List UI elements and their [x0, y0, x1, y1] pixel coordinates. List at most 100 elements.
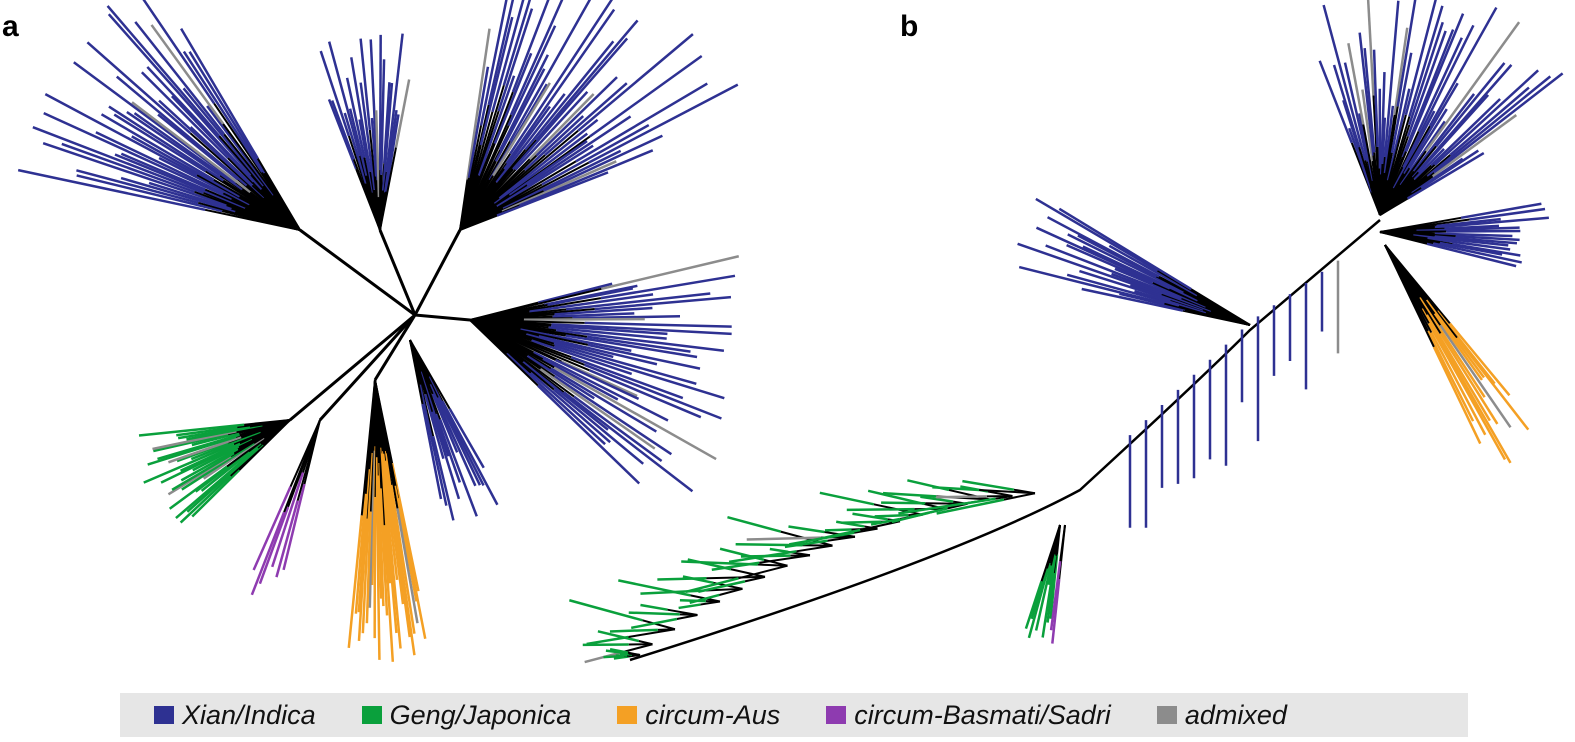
branch	[413, 229, 462, 316]
branch	[507, 25, 557, 127]
branch	[383, 82, 391, 164]
branch	[1430, 332, 1487, 436]
branch	[120, 176, 236, 213]
branch	[508, 140, 588, 197]
branch	[157, 433, 240, 461]
branch	[1413, 147, 1445, 181]
branch	[1425, 21, 1521, 152]
branch	[1049, 561, 1062, 631]
branch	[368, 450, 375, 608]
branch	[881, 501, 926, 505]
branch	[1432, 346, 1482, 445]
branch	[514, 90, 589, 171]
branch	[1432, 114, 1518, 178]
branch	[1347, 43, 1365, 125]
branch	[1034, 565, 1053, 631]
branch	[168, 465, 228, 510]
branch	[131, 135, 241, 198]
branch	[1460, 202, 1542, 220]
branch	[530, 372, 611, 444]
branch	[796, 544, 833, 553]
branch	[189, 126, 254, 187]
branch	[459, 214, 498, 231]
branch	[524, 40, 615, 151]
branch	[1040, 524, 1061, 582]
branch	[370, 117, 378, 177]
branch	[192, 445, 240, 472]
branch	[436, 397, 482, 486]
branch	[738, 564, 788, 580]
branch	[376, 475, 383, 599]
branch	[383, 460, 405, 605]
branch	[1408, 5, 1444, 117]
branch	[1407, 152, 1485, 200]
branch	[962, 479, 1015, 491]
branch	[1420, 308, 1512, 464]
panel-label: b	[900, 10, 919, 43]
branch	[479, 0, 508, 126]
branch	[1449, 86, 1530, 156]
legend-entry: Geng/Japonica	[361, 700, 571, 731]
branch	[1190, 288, 1251, 326]
branch	[115, 75, 248, 187]
branch	[330, 100, 356, 160]
branch	[289, 313, 416, 422]
branch	[1436, 217, 1501, 228]
branch	[594, 295, 732, 311]
branch	[409, 339, 424, 405]
branch	[628, 628, 676, 638]
branch	[140, 71, 229, 159]
branch	[1013, 488, 1036, 495]
branch	[1322, 4, 1367, 161]
branch	[1035, 197, 1159, 272]
branch	[1433, 313, 1483, 381]
trees	[17, 0, 1564, 664]
branch	[348, 108, 368, 176]
branch	[628, 611, 680, 616]
branch	[1058, 207, 1192, 291]
branch	[365, 511, 372, 624]
branch	[601, 255, 740, 291]
branch	[819, 491, 875, 506]
branch	[73, 61, 237, 184]
branch	[142, 0, 216, 105]
branch	[1433, 69, 1539, 166]
branch	[727, 515, 782, 533]
branch	[577, 33, 694, 132]
branch	[282, 483, 306, 571]
branch	[698, 580, 746, 593]
legend-swatch	[617, 706, 638, 724]
branch	[759, 554, 811, 564]
branch	[920, 495, 954, 503]
branch	[1134, 289, 1207, 314]
branch	[1046, 216, 1160, 278]
branch	[361, 452, 373, 634]
branch	[487, 0, 515, 106]
branch	[586, 635, 629, 646]
branch	[573, 395, 663, 463]
branch	[1379, 197, 1409, 216]
branch	[177, 425, 251, 440]
branch	[107, 13, 252, 176]
branch	[385, 33, 404, 173]
branch	[932, 485, 980, 492]
branch	[519, 149, 654, 207]
branch	[1420, 149, 1480, 189]
branch	[522, 361, 609, 431]
branch	[846, 507, 915, 512]
branch	[95, 131, 224, 195]
branch	[1425, 314, 1491, 422]
branch	[728, 550, 797, 564]
branch	[533, 351, 669, 422]
branch	[477, 75, 516, 176]
branch	[551, 323, 732, 336]
branch	[1402, 24, 1475, 169]
branch	[1047, 554, 1056, 585]
branch	[1427, 322, 1507, 461]
branch	[319, 50, 351, 137]
branch	[382, 525, 395, 662]
branch	[1439, 332, 1499, 425]
branch	[1418, 297, 1486, 398]
branch	[150, 24, 225, 125]
